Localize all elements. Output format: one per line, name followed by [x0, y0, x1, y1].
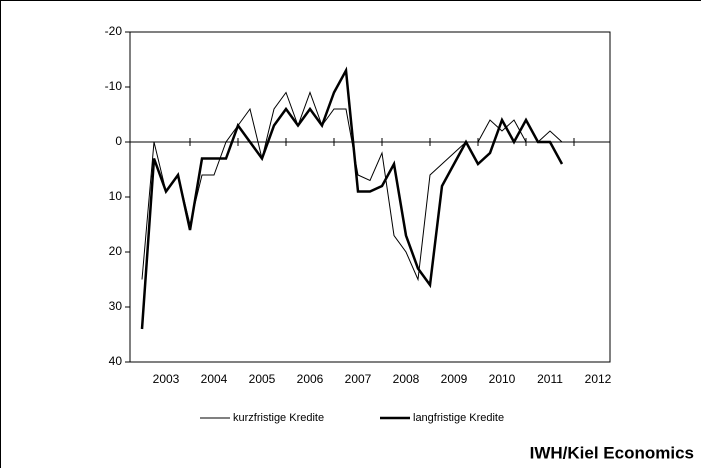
- legend-label: kurzfristige Kredite: [233, 412, 324, 424]
- y-tick-label: 20: [109, 244, 123, 258]
- y-tick-label: -20: [105, 24, 123, 38]
- x-tick-label: 2010: [489, 372, 516, 386]
- x-tick-label: 2011: [537, 372, 563, 386]
- y-tick-label: 10: [109, 189, 123, 203]
- y-tick-label: -10: [105, 79, 123, 93]
- x-tick-label: 2007: [345, 372, 372, 386]
- y-tick-label: 30: [109, 299, 123, 313]
- plot-area: [129, 31, 611, 363]
- x-tick-label: 2003: [153, 372, 180, 386]
- x-tick-label: 2004: [201, 372, 228, 386]
- x-tick-label: 2008: [393, 372, 420, 386]
- y-tick-label: 0: [115, 134, 122, 148]
- x-tick-label: 2012: [585, 372, 612, 386]
- series-line: [140, 66, 564, 330]
- x-tick-label: 2005: [249, 372, 276, 386]
- x-tick-label: 2009: [441, 372, 468, 386]
- source: IWH/Kiel Economics: [530, 443, 694, 462]
- x-tick-label: 2006: [297, 372, 324, 386]
- y-tick-label: 40: [109, 354, 123, 368]
- legend-label: langfristige Kredite: [413, 412, 504, 424]
